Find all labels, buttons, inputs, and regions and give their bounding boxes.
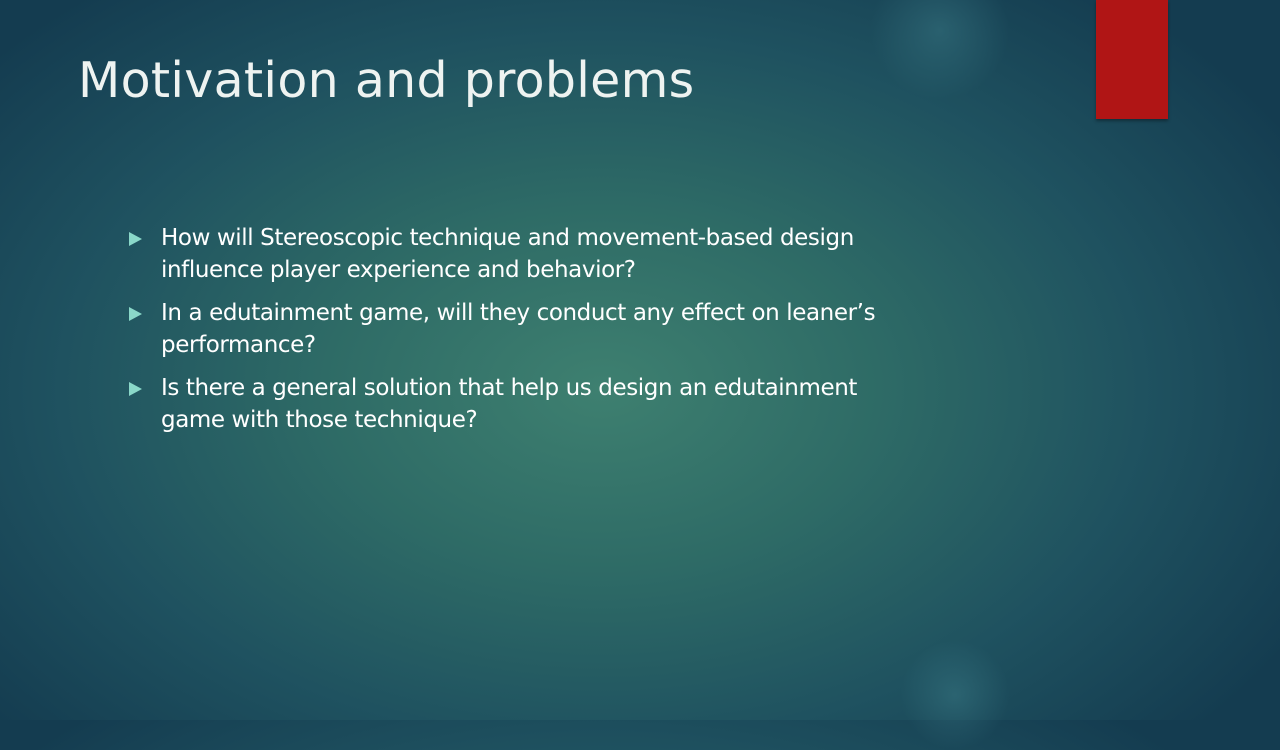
bullet-list: How will Stereoscopic technique and move… bbox=[126, 222, 1026, 447]
triangle-right-icon bbox=[129, 307, 142, 321]
bullet-item: How will Stereoscopic technique and move… bbox=[126, 222, 1026, 286]
bullet-text: How will Stereoscopic technique and move… bbox=[161, 225, 854, 283]
triangle-right-icon bbox=[129, 232, 142, 246]
bullet-text: Is there a general solution that help us… bbox=[161, 375, 858, 433]
triangle-right-icon bbox=[129, 382, 142, 396]
background-glow bbox=[870, 0, 1010, 100]
bullet-item: In a edutainment game, will they conduct… bbox=[126, 297, 1026, 361]
accent-bar bbox=[1096, 0, 1168, 119]
bullet-text: In a edutainment game, will they conduct… bbox=[161, 300, 876, 358]
slide-title: Motivation and problems bbox=[78, 52, 695, 109]
background-glow bbox=[900, 640, 1010, 750]
bullet-item: Is there a general solution that help us… bbox=[126, 372, 1026, 436]
